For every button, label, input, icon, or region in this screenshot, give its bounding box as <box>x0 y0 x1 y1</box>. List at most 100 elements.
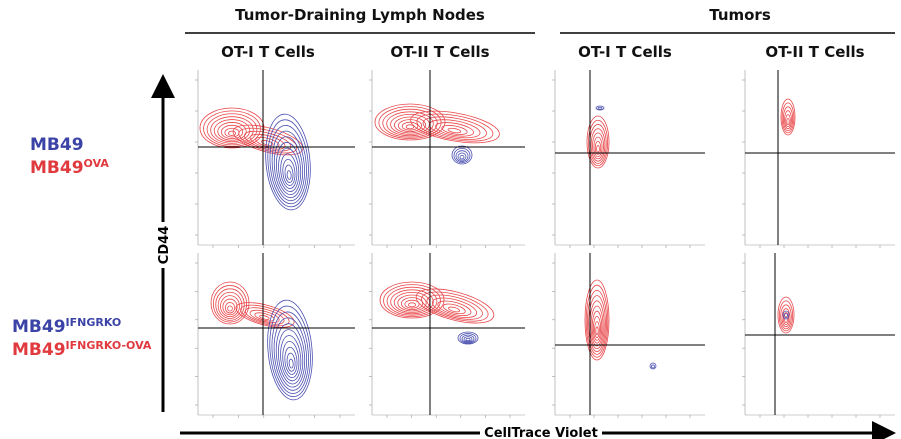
contour <box>278 329 304 385</box>
contour <box>280 153 298 189</box>
contour <box>220 295 240 318</box>
contour <box>457 152 467 161</box>
contour <box>224 302 236 314</box>
contour <box>782 312 790 326</box>
group-header: Tumors <box>709 6 771 24</box>
contour <box>596 145 600 153</box>
contour <box>271 130 305 202</box>
contour <box>421 291 489 322</box>
contour <box>286 170 292 180</box>
contour <box>587 119 609 167</box>
plot <box>379 281 495 345</box>
contour <box>261 140 274 146</box>
x-axis-label: CellTrace Violet <box>484 426 598 439</box>
contour <box>463 336 473 342</box>
row-label: MB49 <box>30 135 84 155</box>
contour <box>286 352 296 372</box>
contour <box>267 119 309 208</box>
contour <box>592 132 604 160</box>
contour <box>435 122 475 137</box>
contour <box>282 158 296 186</box>
contour <box>778 300 794 332</box>
contour <box>404 299 420 309</box>
contour <box>397 119 423 132</box>
panels <box>195 70 895 418</box>
contour <box>784 110 792 130</box>
plot <box>374 103 500 165</box>
contour <box>273 317 308 391</box>
contour <box>379 281 445 319</box>
contour <box>271 311 309 394</box>
contour <box>386 111 434 137</box>
contour <box>651 364 655 369</box>
contour <box>210 116 254 144</box>
contour <box>199 107 265 149</box>
contour <box>238 127 298 154</box>
contour <box>390 289 434 315</box>
contour <box>593 315 602 341</box>
contour <box>777 296 795 334</box>
contour <box>451 145 473 165</box>
contour <box>649 362 657 370</box>
contour <box>416 113 494 142</box>
contour <box>259 314 270 320</box>
contour <box>590 128 606 162</box>
contour <box>383 284 441 318</box>
contour <box>441 125 468 135</box>
contour <box>410 110 500 144</box>
contour <box>461 334 475 343</box>
contour <box>235 302 295 328</box>
contour <box>784 316 788 323</box>
contour <box>595 105 605 111</box>
contour <box>228 130 236 136</box>
contour <box>453 147 471 164</box>
contour <box>288 358 294 369</box>
contour <box>597 106 603 110</box>
plot <box>199 107 311 211</box>
contour <box>278 147 300 192</box>
contour <box>400 297 424 311</box>
contour <box>386 286 438 316</box>
label-bg <box>153 222 173 268</box>
y-axis-label: CD44 <box>157 226 172 264</box>
contour <box>213 119 251 143</box>
contour <box>269 305 311 398</box>
contour <box>590 305 604 347</box>
column-header: OT-I T Cells <box>578 43 672 61</box>
contour <box>780 304 792 330</box>
plot <box>584 279 657 370</box>
contour <box>457 331 479 345</box>
contour <box>382 108 438 138</box>
plot <box>210 281 313 401</box>
group-header: Tumor-Draining Lymph Nodes <box>235 6 485 24</box>
contour <box>595 326 599 336</box>
contour <box>394 116 426 134</box>
contour <box>594 321 600 339</box>
contour <box>465 337 471 342</box>
contour <box>431 297 478 318</box>
contour <box>280 335 302 382</box>
contour <box>276 142 302 196</box>
row-label: MB49IFNGRKO-OVA <box>12 339 152 360</box>
contour <box>782 310 790 320</box>
label-bg <box>480 424 602 439</box>
contour <box>422 116 487 140</box>
contour <box>594 140 602 155</box>
contour <box>269 125 307 205</box>
contour <box>232 124 304 156</box>
contour <box>780 98 796 136</box>
contour <box>781 308 791 328</box>
contour <box>448 306 461 313</box>
contour <box>437 300 472 317</box>
contour <box>397 294 427 312</box>
contour <box>786 118 790 125</box>
contour <box>593 136 603 158</box>
contour <box>588 295 606 353</box>
contour <box>222 298 238 316</box>
contour <box>284 346 298 375</box>
contour <box>455 150 469 162</box>
column-header: OT-I T Cells <box>221 43 315 61</box>
contour <box>415 288 495 324</box>
